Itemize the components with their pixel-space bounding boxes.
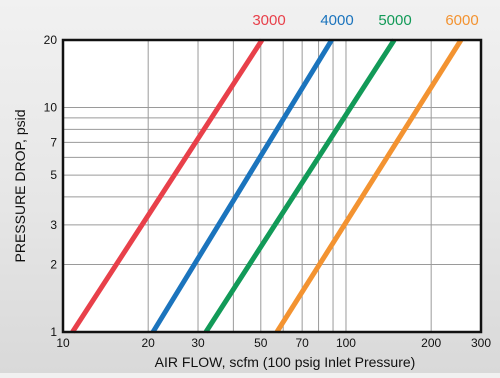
series-lines	[70, 38, 464, 334]
legend-entry-5000: 5000	[378, 12, 411, 29]
legend-entry-4000: 4000	[320, 12, 353, 29]
x-tick-label: 10	[56, 336, 70, 350]
series-line-6000	[274, 38, 464, 334]
y-tick-label: 5	[50, 168, 57, 182]
legend: 3000 4000 5000 6000	[252, 12, 478, 29]
y-tick-label: 2	[50, 257, 57, 271]
series-line-5000	[203, 38, 397, 334]
x-tick-label: 100	[336, 336, 356, 350]
legend-entry-6000: 6000	[445, 12, 478, 29]
y-tick-label: 10	[44, 101, 58, 115]
y-tick-label: 3	[50, 218, 57, 232]
plot-background	[63, 40, 481, 332]
x-tick-label: 20	[142, 336, 156, 350]
x-tick-label: 70	[295, 336, 309, 350]
y-tick-label: 1	[50, 325, 57, 339]
x-tick-label: 30	[191, 336, 205, 350]
y-axis-label: PRESSURE DROP, psid	[12, 109, 28, 262]
y-tick-label: 7	[50, 135, 57, 149]
x-tick-label: 200	[421, 336, 441, 350]
x-axis-label: AIR FLOW, scfm (100 psig Inlet Pressure)	[155, 354, 416, 370]
y-tick-label: 20	[44, 33, 58, 47]
plot-frame	[61, 38, 483, 334]
series-line-3000	[70, 38, 265, 334]
tick-labels: 10 20 30 50 70 100 200 300 1 2 3 5 7 10 20	[44, 33, 492, 350]
series-line-4000	[150, 38, 334, 334]
x-tick-label: 300	[471, 336, 491, 350]
x-tick-label: 50	[254, 336, 268, 350]
legend-entry-3000: 3000	[252, 12, 285, 29]
